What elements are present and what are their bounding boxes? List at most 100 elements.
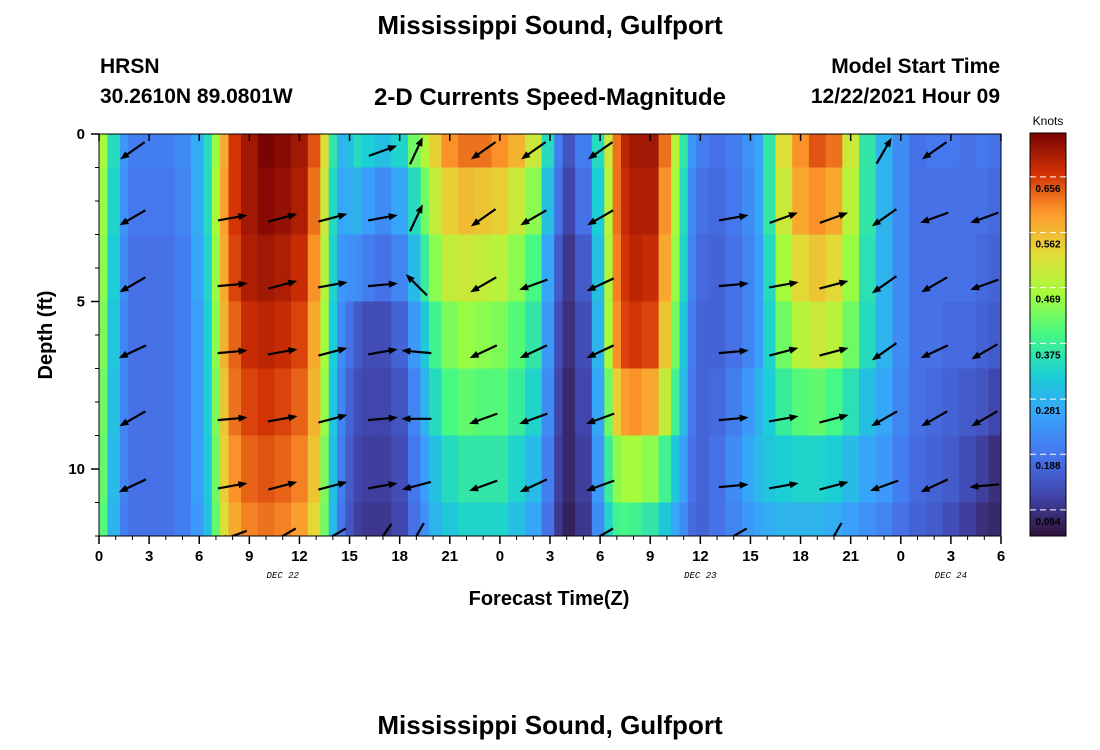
- heatmap-cell: [441, 234, 459, 303]
- heatmap-cell: [190, 134, 205, 169]
- heatmap-cell: [408, 502, 422, 536]
- heatmap-cell: [975, 234, 990, 303]
- chart-subtitle: 2-D Currents Speed-Magnitude: [373, 84, 727, 111]
- heatmap-cell: [99, 234, 109, 303]
- heatmap-cell: [754, 134, 764, 169]
- x-tick-label: 6: [596, 548, 604, 565]
- heatmap-cell: [420, 435, 430, 504]
- heatmap-cell: [374, 234, 393, 303]
- heatmap-cell: [274, 167, 292, 236]
- heatmap-cell: [320, 502, 330, 536]
- heatmap-cell: [524, 234, 543, 303]
- heatmap-cell: [679, 134, 689, 169]
- heatmap-cell: [925, 234, 944, 303]
- heatmap-cell: [825, 167, 844, 236]
- heatmap-cell: [157, 301, 175, 370]
- heatmap-cell: [925, 435, 944, 504]
- heatmap-cell: [754, 368, 764, 437]
- heatmap-cell: [362, 167, 376, 236]
- heatmap-cell: [119, 134, 130, 169]
- heatmap-cell: [562, 134, 576, 169]
- heatmap-cell: [353, 435, 363, 504]
- heatmap-cell: [562, 234, 576, 303]
- heatmap-cell: [428, 234, 443, 303]
- heatmap-cell: [157, 134, 175, 169]
- x-tick-label: 3: [546, 548, 554, 565]
- heatmap-cell: [140, 234, 159, 303]
- heatmap-cell: [203, 301, 213, 370]
- heatmap-cell: [274, 435, 292, 504]
- heatmap-cell: [128, 502, 142, 536]
- heatmap-cell: [708, 435, 727, 504]
- heatmap-cell: [257, 368, 276, 437]
- heatmap-cell: [725, 435, 743, 504]
- heatmap-cell: [792, 502, 810, 536]
- heatmap-cell: [541, 502, 555, 536]
- heatmap-cell: [428, 435, 443, 504]
- heatmap-cell: [228, 234, 242, 303]
- colorbar-tick-label: 0.094: [1035, 517, 1060, 528]
- heatmap-cell: [508, 301, 526, 370]
- heatmap-cell: [591, 502, 606, 536]
- heatmap-cell: [241, 301, 259, 370]
- heatmap-cell: [203, 368, 213, 437]
- heatmap-cell: [328, 301, 338, 370]
- current-vector: [875, 137, 892, 165]
- heatmap-cell: [190, 502, 205, 536]
- heatmap-cell: [808, 368, 827, 437]
- x-tick-label: 12: [692, 548, 709, 565]
- x-tick-label: 0: [496, 548, 504, 565]
- current-vector: [367, 414, 398, 422]
- heatmap-cell: [291, 234, 309, 303]
- current-vector: [519, 412, 548, 425]
- x-axis-label: Forecast Time(Z): [469, 588, 630, 610]
- heatmap-cell: [140, 435, 159, 504]
- heatmap-cell: [140, 167, 159, 236]
- heatmap-cell: [524, 301, 543, 370]
- heatmap-cell: [988, 134, 998, 169]
- heatmap-cell: [892, 435, 910, 504]
- heatmap-cell: [612, 167, 622, 236]
- heatmap-cell: [696, 167, 710, 236]
- heatmap-cell: [99, 134, 109, 169]
- heatmap-cell: [408, 167, 422, 236]
- current-vector: [119, 209, 146, 226]
- heatmap-cell: [362, 368, 376, 437]
- heatmap-cell: [291, 502, 309, 536]
- heatmap-cell: [211, 502, 221, 536]
- current-vector: [819, 212, 849, 224]
- heatmap-cell: [157, 502, 175, 536]
- x-tick-label: 18: [391, 548, 408, 565]
- heatmap-cell: [763, 301, 777, 370]
- current-vector: [470, 141, 497, 160]
- current-vector: [367, 280, 398, 288]
- heatmap-cell: [220, 435, 230, 504]
- heatmap-cell: [679, 234, 689, 303]
- current-vector: [318, 413, 348, 424]
- current-vector: [217, 414, 248, 422]
- heatmap-cell: [140, 301, 159, 370]
- heatmap-cell: [140, 368, 159, 437]
- current-vector: [401, 415, 432, 423]
- current-vector: [469, 479, 498, 492]
- heatmap-cell: [725, 234, 743, 303]
- current-vector: [586, 479, 615, 492]
- heatmap-cell: [671, 435, 681, 504]
- heatmap-cell: [157, 167, 175, 236]
- current-vector: [970, 278, 999, 291]
- current-vector: [718, 347, 749, 355]
- current-vector: [718, 414, 749, 422]
- heatmap-cell: [203, 167, 213, 236]
- heatmap-cell: [541, 134, 555, 169]
- heatmap-cell: [612, 301, 622, 370]
- current-vector: [819, 480, 849, 491]
- heatmap-cell: [345, 368, 355, 437]
- heatmap-cell: [257, 301, 276, 370]
- heatmap-cell: [658, 368, 672, 437]
- heatmap-cell: [353, 134, 363, 169]
- heatmap-cell: [629, 301, 643, 370]
- heatmap-cell: [959, 435, 977, 504]
- heatmap-cell: [345, 435, 355, 504]
- current-vector: [405, 274, 428, 297]
- heatmap-cell: [508, 167, 526, 236]
